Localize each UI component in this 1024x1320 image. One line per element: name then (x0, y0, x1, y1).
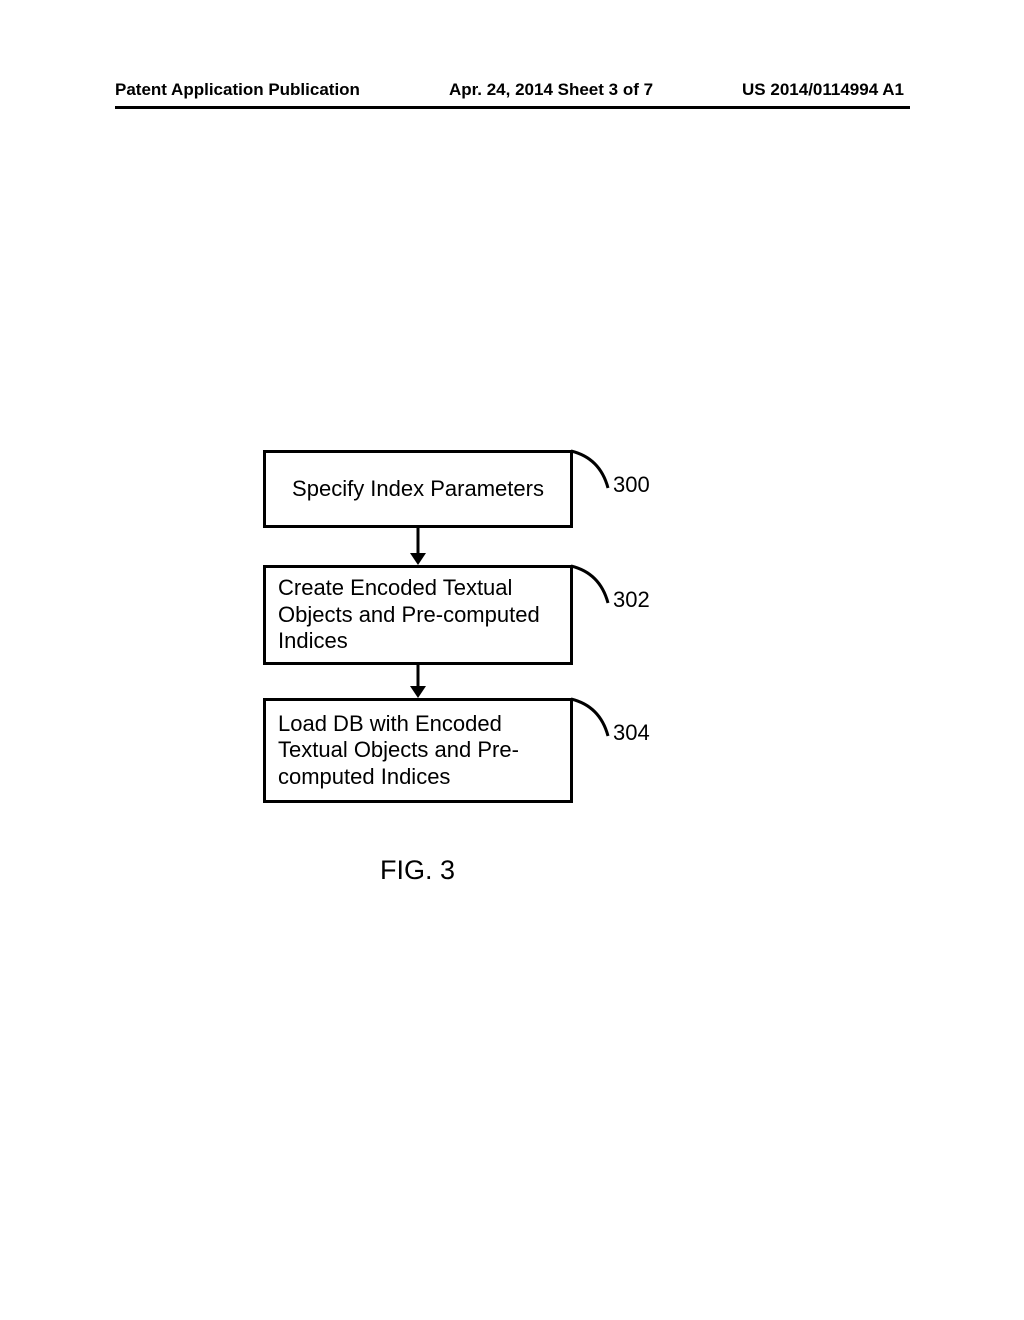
reference-number: 302 (613, 587, 650, 613)
flow-node-label: Create Encoded Textual Objects and Pre-c… (266, 575, 570, 654)
flow-node-n1: Specify Index Parameters (263, 450, 573, 528)
reference-number: 304 (613, 720, 650, 746)
header-center: Apr. 24, 2014 Sheet 3 of 7 (449, 80, 653, 100)
flow-arrow (408, 665, 428, 698)
flow-node-label: Specify Index Parameters (266, 476, 570, 502)
page-header: Patent Application Publication Apr. 24, … (0, 80, 1024, 100)
flow-node-n2: Create Encoded Textual Objects and Pre-c… (263, 565, 573, 665)
header-left: Patent Application Publication (115, 80, 360, 100)
header-right: US 2014/0114994 A1 (742, 80, 904, 100)
header-rule (115, 106, 910, 109)
flow-node-label: Load DB with Encoded Textual Objects and… (266, 711, 570, 790)
flow-node-n3: Load DB with Encoded Textual Objects and… (263, 698, 573, 803)
reference-number: 300 (613, 472, 650, 498)
figure-caption: FIG. 3 (380, 855, 455, 886)
flow-arrow (408, 528, 428, 565)
